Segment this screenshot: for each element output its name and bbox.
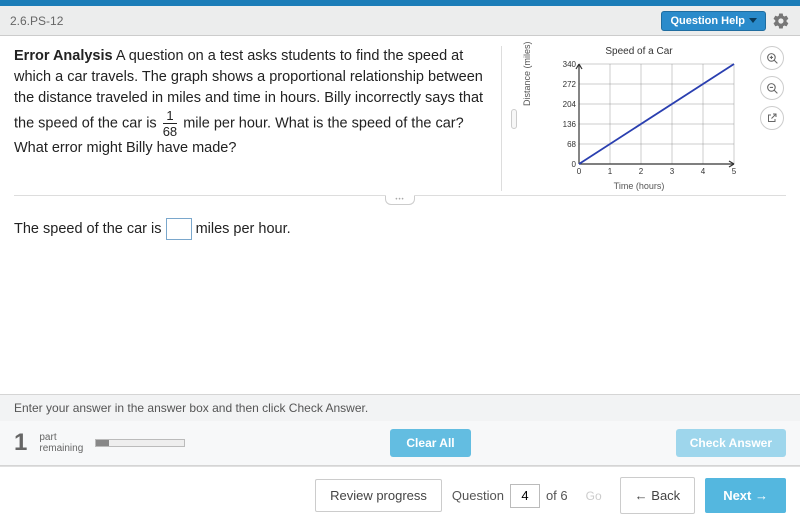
zoom-out-icon[interactable] — [760, 76, 784, 100]
instruction-bar: Enter your answer in the answer box and … — [0, 394, 800, 421]
question-nav: Question of 6 — [452, 484, 568, 508]
go-button[interactable]: Go — [578, 483, 610, 509]
nav-bar: Review progress Question of 6 Go ← Back … — [0, 466, 800, 524]
problem-title: Error Analysis — [14, 48, 113, 64]
action-bar: 1 part remaining Clear All Check Answer — [0, 421, 800, 466]
graph-panel: Speed of a Car Distance (miles) 06813620… — [526, 46, 752, 191]
gear-icon[interactable] — [772, 12, 790, 30]
y-axis-label: Distance (miles) — [522, 41, 532, 106]
graph-chart: 068136204272340012345 — [539, 59, 739, 179]
progress-bar — [95, 439, 185, 447]
review-progress-button[interactable]: Review progress — [315, 479, 442, 512]
help-label: Question Help — [670, 15, 745, 27]
problem-text: Error Analysis A question on a test asks… — [14, 46, 502, 191]
parts-count: 1 — [14, 429, 27, 457]
divider-tab[interactable]: ••• — [385, 195, 415, 205]
svg-text:340: 340 — [563, 60, 577, 69]
svg-text:1: 1 — [608, 167, 613, 176]
back-button[interactable]: ← Back — [620, 477, 696, 514]
answer-input[interactable] — [166, 218, 192, 240]
graph-title: Speed of a Car — [526, 46, 752, 57]
parts-label: part remaining — [39, 432, 83, 454]
svg-text:5: 5 — [732, 167, 737, 176]
x-axis-label: Time (hours) — [526, 181, 752, 191]
svg-text:4: 4 — [701, 167, 706, 176]
svg-text:2: 2 — [639, 167, 644, 176]
clear-all-button[interactable]: Clear All — [390, 429, 470, 457]
question-help-button[interactable]: Question Help — [661, 11, 766, 31]
header-bar: 2.6.PS-12 Question Help — [0, 6, 800, 36]
question-id: 2.6.PS-12 — [10, 14, 63, 28]
section-divider: ••• — [14, 195, 786, 196]
zoom-in-icon[interactable] — [760, 46, 784, 70]
content-area: Error Analysis A question on a test asks… — [0, 36, 800, 394]
fraction: 168 — [161, 109, 179, 138]
svg-text:204: 204 — [563, 100, 577, 109]
svg-text:3: 3 — [670, 167, 675, 176]
svg-text:0: 0 — [577, 167, 582, 176]
popout-icon[interactable] — [760, 106, 784, 130]
svg-text:68: 68 — [567, 140, 576, 149]
check-answer-button[interactable]: Check Answer — [676, 429, 786, 457]
chevron-down-icon — [749, 18, 757, 23]
svg-text:136: 136 — [563, 120, 577, 129]
divider-handle[interactable] — [510, 46, 518, 191]
question-number-input[interactable] — [510, 484, 540, 508]
svg-text:272: 272 — [563, 80, 577, 89]
next-button[interactable]: Next → — [705, 478, 786, 513]
